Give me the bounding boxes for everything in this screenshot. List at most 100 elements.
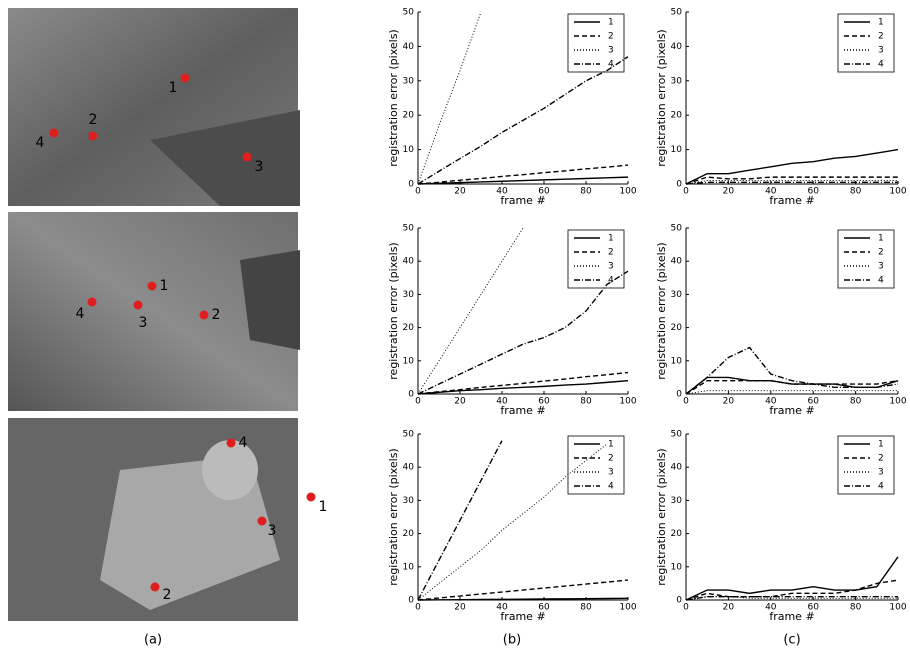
legend-label: 3 — [608, 262, 614, 272]
x-tick-label: 20 — [723, 603, 735, 613]
y-tick-label: 0 — [408, 180, 414, 190]
caption: (b) — [503, 633, 521, 648]
y-tick-label: 50 — [403, 224, 415, 234]
marker-label: 4 — [36, 135, 45, 151]
series-line — [418, 57, 628, 184]
y-tick-label: 30 — [403, 496, 415, 506]
legend-label: 2 — [878, 248, 884, 258]
series-line — [686, 348, 898, 394]
legend-label: 4 — [608, 482, 614, 492]
marker-label: 1 — [160, 278, 169, 294]
y-tick-label: 30 — [403, 76, 415, 86]
legend-label: 1 — [608, 234, 614, 244]
y-tick-label: 50 — [403, 8, 415, 18]
legend-label: 4 — [608, 60, 614, 70]
x-tick-label: 0 — [415, 187, 421, 197]
marker-dot — [134, 301, 143, 310]
x-tick-label: 20 — [723, 397, 735, 407]
x-axis-label: frame # — [769, 610, 814, 623]
x-tick-label: 100 — [889, 603, 906, 613]
y-tick-label: 40 — [671, 257, 683, 267]
marker-dot — [88, 298, 97, 307]
legend-label: 3 — [878, 468, 884, 478]
series-line — [686, 150, 898, 184]
x-tick-label: 100 — [619, 187, 636, 197]
x-tick-label: 20 — [454, 187, 466, 197]
marker-dot — [227, 439, 236, 448]
y-tick-label: 10 — [671, 356, 683, 366]
series-line — [418, 12, 481, 184]
x-tick-label: 20 — [454, 603, 466, 613]
marker-label: 1 — [319, 499, 328, 515]
legend-label: 4 — [608, 276, 614, 286]
y-tick-label: 50 — [403, 430, 415, 440]
x-tick-label: 20 — [454, 397, 466, 407]
marker-dot — [89, 132, 98, 141]
series-line — [418, 441, 502, 600]
x-tick-label: 100 — [619, 603, 636, 613]
marker-dot — [151, 583, 160, 592]
y-axis-label: registration error (pixels) — [387, 242, 400, 379]
y-tick-label: 10 — [671, 562, 683, 572]
y-tick-label: 40 — [671, 463, 683, 473]
y-tick-label: 40 — [671, 42, 683, 52]
marker-label: 1 — [169, 80, 178, 96]
y-tick-label: 0 — [676, 596, 682, 606]
y-tick-label: 10 — [403, 356, 415, 366]
legend-label: 3 — [608, 46, 614, 56]
legend-label: 3 — [878, 46, 884, 56]
y-tick-label: 10 — [671, 145, 683, 155]
dome — [202, 440, 258, 500]
x-tick-label: 0 — [683, 187, 689, 197]
marker-label: 3 — [139, 315, 148, 331]
x-tick-label: 0 — [683, 603, 689, 613]
legend-label: 3 — [608, 468, 614, 478]
y-tick-label: 20 — [403, 111, 415, 121]
marker-label: 3 — [255, 159, 264, 175]
figure: (a) (b) (c) 1234123412340204060801000102… — [0, 0, 910, 653]
x-tick-label: 100 — [619, 397, 636, 407]
series-line — [418, 444, 607, 600]
series-line — [418, 580, 628, 600]
marker-dot — [258, 517, 267, 526]
y-tick-label: 20 — [403, 529, 415, 539]
y-tick-label: 50 — [671, 8, 683, 18]
legend-label: 4 — [878, 276, 884, 286]
series-line — [686, 377, 898, 394]
x-tick-label: 100 — [889, 187, 906, 197]
legend-label: 2 — [878, 454, 884, 464]
x-tick-label: 80 — [580, 603, 592, 613]
y-tick-label: 30 — [671, 290, 683, 300]
y-tick-label: 0 — [408, 390, 414, 400]
legend-label: 1 — [608, 18, 614, 28]
y-tick-label: 50 — [671, 224, 683, 234]
marker-dot — [181, 74, 190, 83]
marker-dot — [307, 493, 316, 502]
legend-label: 4 — [878, 60, 884, 70]
legend-label: 2 — [608, 454, 614, 464]
x-axis-label: frame # — [500, 404, 545, 417]
marker-dot — [200, 311, 209, 320]
y-tick-label: 10 — [403, 562, 415, 572]
marker-dot — [50, 129, 59, 138]
x-axis-label: frame # — [769, 404, 814, 417]
y-axis-label: registration error (pixels) — [387, 448, 400, 585]
x-axis-label: frame # — [500, 194, 545, 207]
marker-label: 2 — [212, 307, 221, 323]
x-tick-label: 80 — [580, 397, 592, 407]
marker-dot — [243, 153, 252, 162]
y-axis-label: registration error (pixels) — [655, 29, 668, 166]
legend-label: 1 — [878, 440, 884, 450]
legend-label: 2 — [878, 32, 884, 42]
y-tick-label: 30 — [403, 290, 415, 300]
legend-label: 1 — [878, 18, 884, 28]
x-axis-label: frame # — [769, 194, 814, 207]
caption: (c) — [783, 633, 800, 648]
y-tick-label: 40 — [403, 257, 415, 267]
marker-label: 2 — [163, 587, 172, 603]
legend-label: 3 — [878, 262, 884, 272]
x-tick-label: 80 — [580, 187, 592, 197]
x-tick-label: 0 — [683, 397, 689, 407]
legend-label: 1 — [878, 234, 884, 244]
y-tick-label: 40 — [403, 42, 415, 52]
